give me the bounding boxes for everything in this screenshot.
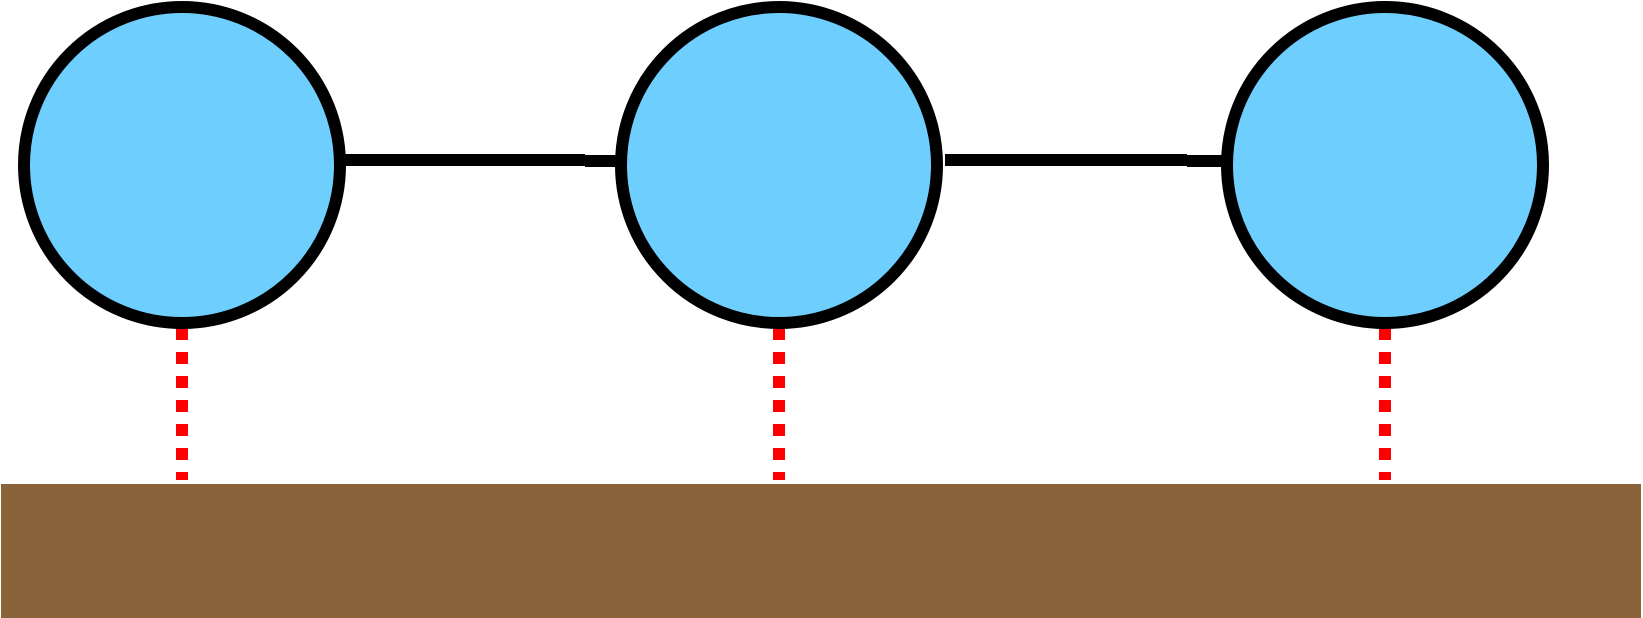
node-circle	[1221, 1, 1549, 329]
anchor-lines	[176, 328, 1391, 480]
node-circle	[615, 1, 943, 329]
nodes	[18, 1, 1549, 329]
node-links	[340, 154, 1227, 167]
ground-block	[1, 484, 1641, 618]
node-circle	[18, 1, 346, 329]
